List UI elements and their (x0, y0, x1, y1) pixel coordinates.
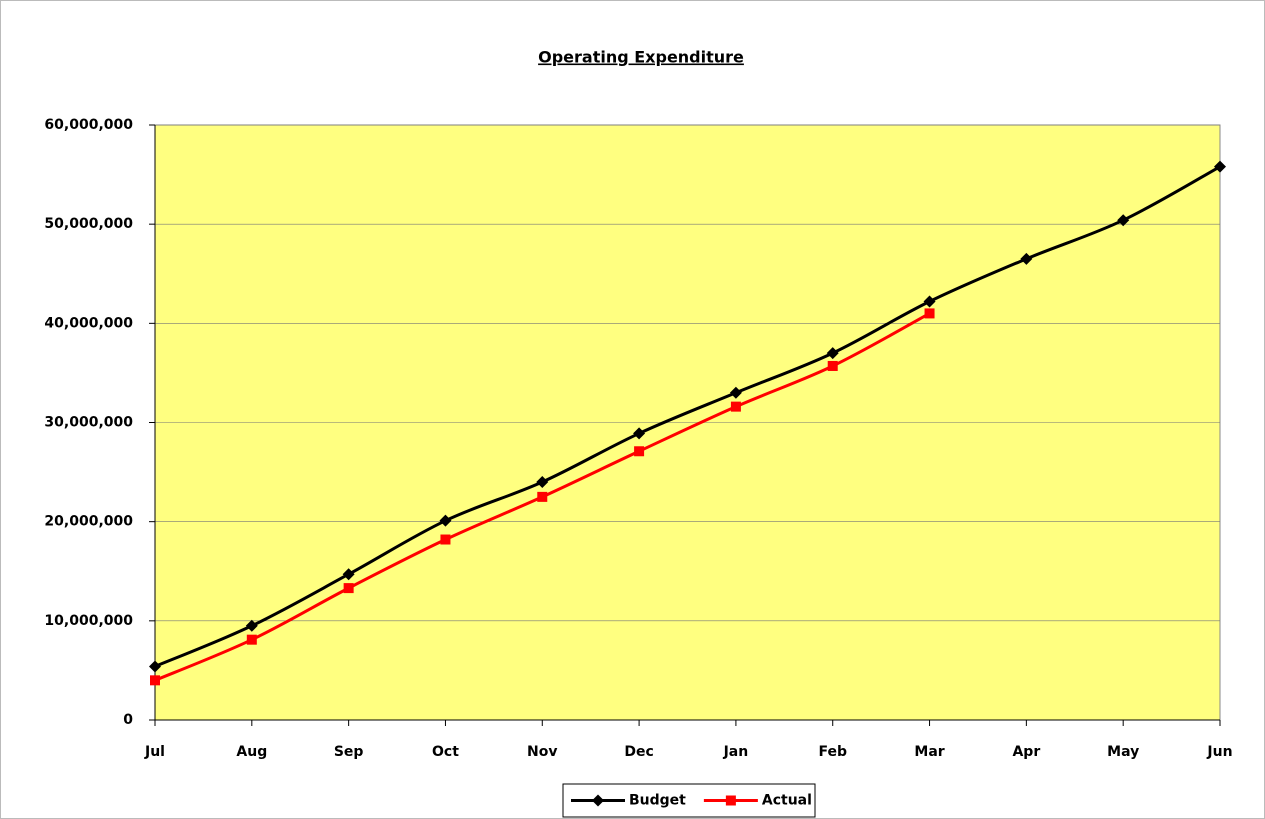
chart-title: Operating Expenditure (538, 48, 744, 67)
data-point (439, 514, 452, 527)
data-point (150, 675, 160, 686)
x-tick-label: Aug (236, 744, 267, 760)
y-tick-label: 40,000,000 (44, 315, 133, 331)
data-point (826, 347, 839, 360)
x-tick-label: Jun (1206, 744, 1232, 760)
legend-marker (592, 794, 604, 807)
data-point (729, 386, 742, 399)
data-point (1020, 252, 1033, 265)
data-point (149, 660, 161, 673)
y-tick-label: 20,000,000 (44, 514, 133, 530)
data-point (730, 401, 741, 412)
x-tick-label: Jan (723, 744, 749, 760)
data-point (536, 476, 549, 488)
series-line (154, 165, 1221, 668)
data-point (1214, 160, 1226, 173)
x-tick-label: Oct (432, 744, 459, 760)
x-tick-label: Apr (1012, 744, 1040, 760)
x-tick-label: Jul (144, 744, 165, 760)
data-point (1117, 214, 1130, 227)
data-point (342, 568, 355, 581)
x-tick-label: Mar (914, 744, 944, 760)
x-tick-label: May (1107, 744, 1139, 760)
x-tick-label: Sep (334, 744, 364, 760)
data-point (245, 619, 258, 632)
y-tick-label: 0 (123, 712, 133, 728)
x-tick-label: Dec (624, 744, 653, 760)
y-tick-label: 10,000,000 (44, 613, 133, 629)
data-point (924, 308, 935, 319)
data-point (440, 534, 451, 545)
data-point (634, 446, 645, 457)
x-tick-label: Feb (818, 744, 847, 760)
data-point (827, 360, 838, 371)
legend-label: Budget (629, 793, 686, 809)
data-point (246, 634, 257, 645)
legend-label: Actual (762, 793, 812, 809)
legend-marker (725, 795, 736, 806)
data-point (343, 583, 354, 594)
y-tick-label: 30,000,000 (44, 415, 133, 431)
data-point (633, 427, 646, 440)
data-point (537, 491, 548, 502)
x-tick-label: Nov (527, 744, 557, 760)
y-tick-label: 50,000,000 (44, 216, 133, 232)
y-tick-label: 60,000,000 (44, 117, 133, 133)
data-point (923, 295, 936, 308)
